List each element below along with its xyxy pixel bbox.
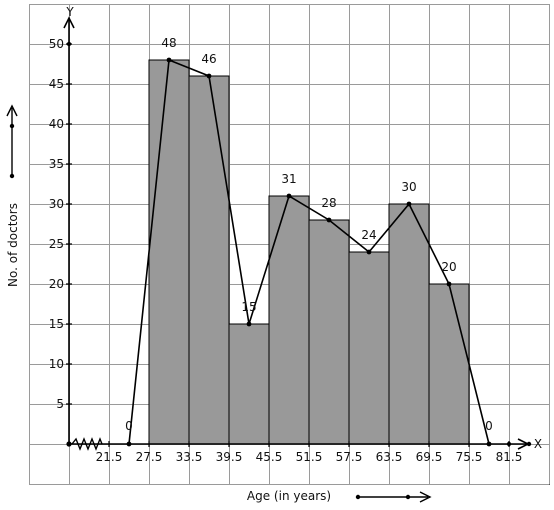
labels: Y X Age (in years) No. of doctors 5 10 15 2… — [6, 5, 542, 503]
polygon-data-label: 46 — [201, 52, 216, 66]
y-tick-label: 35 — [49, 157, 64, 171]
histogram-bars — [148, 59, 470, 445]
y-tick-label: 20 — [49, 277, 64, 291]
histogram-bar — [268, 195, 310, 445]
polygon-data-label: 30 — [401, 180, 416, 194]
x-tick-label: 69.5 — [416, 450, 443, 464]
y-axis-letter: Y — [65, 5, 74, 19]
x-tick-label: 33.5 — [176, 450, 203, 464]
x-tick-label: 51.5 — [296, 450, 323, 464]
y-tick-label: 10 — [49, 357, 64, 371]
x-direction-arrow-icon — [355, 491, 432, 503]
y-direction-arrow-icon — [6, 104, 18, 179]
y-axis-point — [66, 41, 72, 47]
polygon-data-label: 20 — [441, 260, 456, 274]
origin-point — [66, 441, 72, 447]
x-axis-title: Age (in years) — [247, 489, 331, 503]
y-tick-label: 5 — [56, 397, 64, 411]
polygon-data-label: 24 — [361, 228, 376, 242]
polygon-point — [126, 441, 132, 447]
polygon-point — [246, 321, 252, 327]
histogram-bar — [348, 251, 390, 445]
polygon-data-label: 0 — [485, 419, 493, 433]
histogram-bar — [148, 59, 190, 445]
x-tick-label: 63.5 — [376, 450, 403, 464]
x-tick-label: 57.5 — [336, 450, 363, 464]
x-axis-letter: X — [534, 437, 542, 451]
y-tick-label: 40 — [49, 117, 64, 131]
histogram-bar — [308, 219, 350, 445]
polygon-point — [366, 249, 372, 255]
polygon-point — [326, 217, 332, 223]
polygon-data-label: 31 — [281, 172, 296, 186]
polygon-point — [406, 201, 412, 207]
frequency-polygon — [126, 57, 492, 447]
polygon-point — [486, 441, 492, 447]
histogram-bar — [388, 203, 430, 445]
polygon-point — [286, 193, 292, 199]
histogram-bar — [428, 283, 470, 445]
y-tick-label: 15 — [49, 317, 64, 331]
y-tick-label: 50 — [49, 37, 64, 51]
polygon-data-label: 15 — [241, 300, 256, 314]
x-axis-point — [506, 441, 512, 447]
polygon-point — [446, 281, 452, 287]
y-tick-label: 45 — [49, 77, 64, 91]
y-axis-title: No. of doctors — [6, 203, 20, 287]
frequency-polygon-line — [128, 58, 490, 445]
axes — [63, 16, 532, 451]
y-tick-label: 25 — [49, 237, 64, 251]
polygon-point — [206, 73, 212, 79]
polygon-data-label: 28 — [321, 196, 336, 210]
x-tick-label: 27.5 — [136, 450, 163, 464]
axis-break-icon — [71, 437, 103, 451]
x-tick-label: 39.5 — [216, 450, 243, 464]
x-axis-point — [526, 441, 532, 447]
polygon-data-label: 48 — [161, 36, 176, 50]
x-tick-label: 81.5 — [496, 450, 523, 464]
x-tick-label: 45.5 — [256, 450, 283, 464]
polygon-point — [166, 57, 172, 63]
polygon-data-label: 0 — [125, 419, 133, 433]
direction-arrows — [6, 104, 432, 503]
y-axis-arrowhead — [63, 16, 75, 29]
histogram-bar — [188, 75, 230, 445]
x-tick-label: 75.5 — [456, 450, 483, 464]
histogram-bar — [228, 323, 270, 445]
y-tick-label: 30 — [49, 197, 64, 211]
x-tick-label: 21.5 — [96, 450, 123, 464]
